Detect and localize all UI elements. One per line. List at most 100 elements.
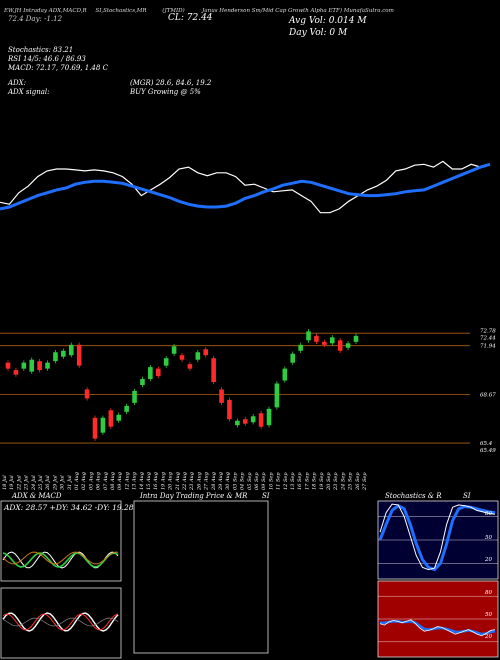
- candle-body: [306, 331, 311, 341]
- moving-average-line: [0, 162, 491, 211]
- date-tick-label: 27 Sep: [362, 472, 368, 491]
- candle-body: [242, 419, 248, 424]
- stoch-level-20: 20: [485, 557, 492, 563]
- adx-panel-title: ADX & MACD: [12, 492, 62, 500]
- signal-line: [2, 613, 119, 631]
- date-tick-label: 16 Sep: [297, 472, 303, 490]
- date-tick-label: 25 Jul: [38, 475, 44, 491]
- stochastics-value: Stochastics: 83.21: [8, 46, 74, 54]
- candle-body: [203, 349, 209, 356]
- candle-body: [179, 355, 185, 360]
- header-line1: EW.JH Intraday ADX,MACD,R SI,Stochastics…: [4, 8, 394, 14]
- date-tick-label: 20 Sep: [326, 472, 332, 491]
- candle-body: [68, 344, 74, 356]
- stoch-level-50: 50: [485, 535, 492, 541]
- candle-body: [92, 417, 98, 439]
- date-tick-label: 12 Aug: [124, 472, 130, 490]
- candle-body: [211, 358, 216, 383]
- candle-body: [100, 417, 106, 433]
- date-tick-label: 18 Sep: [312, 472, 318, 490]
- date-tick-label: 30 Jul: [60, 475, 66, 490]
- stoch-lines: [378, 503, 498, 572]
- rsi-value: RSI 14/5: 46.6 / 86.93: [8, 55, 86, 63]
- price-axis-label: 71.94: [480, 344, 496, 350]
- candle-body: [61, 350, 66, 357]
- candle-body: [187, 364, 193, 369]
- buy-signal: BUY Growing @ 5%: [130, 88, 201, 96]
- candle-body: [13, 370, 19, 375]
- date-tick-label: 11 Sep: [276, 472, 282, 490]
- date-tick-label: 29 Jul: [52, 475, 58, 491]
- date-tick-label: 29 Aug: [218, 472, 224, 491]
- price-axis-label: 72.78: [480, 329, 496, 335]
- date-tick-label: 23 Aug: [189, 472, 195, 491]
- rsi-level-20: 20: [485, 634, 492, 640]
- stoch-k-line: [379, 503, 496, 571]
- close-label: CL: 72.44: [168, 13, 213, 23]
- price-axis-label: 72.44: [480, 335, 496, 341]
- candle-body: [21, 362, 27, 369]
- date-tick-label: 19 Sep: [319, 472, 325, 490]
- stoch-panel-si: SI: [463, 492, 471, 500]
- date-tick-label: 25 Sep: [348, 472, 354, 491]
- date-tick-label: 23 Sep: [333, 472, 339, 491]
- stoch-level-80: 80: [485, 511, 492, 517]
- candle-body: [29, 359, 35, 372]
- candle-body: [282, 368, 288, 381]
- candle-body: [84, 389, 90, 399]
- date-tick-label: 26 Jul: [45, 475, 51, 491]
- intra-panel-si: SI: [262, 492, 270, 500]
- candle-body: [53, 352, 58, 362]
- candle-body: [337, 340, 343, 351]
- date-tick-label: 06 Aug: [96, 472, 102, 490]
- rsi-line: [379, 619, 496, 637]
- intra-panel-frame: [133, 500, 269, 654]
- candle-body: [116, 414, 122, 421]
- date-tick-label: 17 Sep: [304, 472, 310, 490]
- candle-body: [148, 367, 153, 380]
- date-tick-label: 13 Sep: [290, 472, 296, 490]
- date-tick-label: 26 Sep: [355, 472, 361, 491]
- rsi-lines: [378, 596, 498, 642]
- date-tick-label: 21 Aug: [175, 472, 181, 491]
- date-tick-label: 27 Aug: [204, 472, 210, 491]
- candle-body: [329, 337, 335, 344]
- candle-body: [235, 420, 240, 426]
- date-tick-label: 18 Jul: [2, 475, 8, 490]
- date-tick-label: 10 Sep: [268, 472, 274, 490]
- adx-signal-label: ADX signal:: [8, 88, 50, 96]
- date-tick-label: 03 Sep: [232, 472, 238, 490]
- candle-body: [140, 379, 145, 385]
- candle-body: [227, 399, 232, 420]
- date-tick-label: 13 Aug: [132, 472, 138, 490]
- adx-values: ADX: 28.57 +DY: 34.62 -DY: 19.28: [4, 503, 134, 512]
- candle-body: [124, 405, 129, 412]
- macd-value: MACD: 72.17, 70.69, 1.48 C: [8, 64, 108, 72]
- candle-body: [45, 362, 50, 369]
- candle-body: [314, 335, 319, 342]
- candle-body: [290, 353, 296, 363]
- open-line: 72.4 Day: -1.12: [8, 15, 63, 23]
- date-tick-label: 16 Aug: [153, 472, 159, 490]
- date-tick-label: 04 Sep: [240, 472, 246, 490]
- candle-body: [219, 389, 224, 403]
- candle-body: [266, 408, 272, 426]
- macd-histogram-line: [2, 617, 119, 627]
- date-tick-label: 24 Jul: [31, 475, 37, 491]
- candle-body: [250, 416, 256, 423]
- date-tick-label: 02 Aug: [81, 472, 87, 490]
- adx-panel-frame: [0, 500, 122, 582]
- candle-body: [108, 410, 114, 427]
- candle-body: [171, 346, 177, 354]
- date-tick-label: 23 Jul: [24, 475, 30, 491]
- candle-body: [76, 344, 82, 366]
- date-tick-label: 22 Jul: [16, 475, 22, 491]
- candle-body: [195, 352, 201, 360]
- candle-body: [345, 343, 351, 348]
- price-axis-label: 65.4: [480, 441, 493, 447]
- candle-body: [163, 358, 169, 366]
- date-tick-label: 20 Aug: [168, 472, 174, 491]
- adx-label: ADX:: [8, 79, 27, 87]
- date-tick-label: 06 Sep: [254, 472, 260, 490]
